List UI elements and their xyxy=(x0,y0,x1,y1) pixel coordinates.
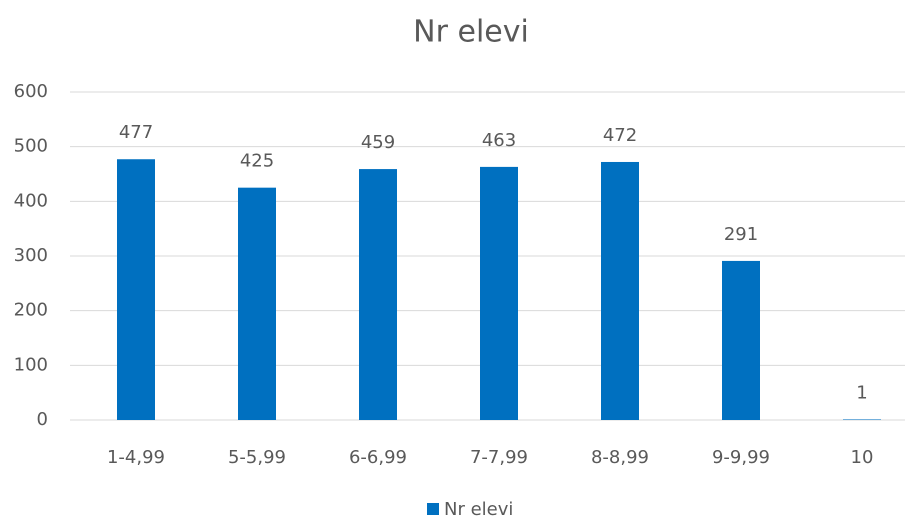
bar xyxy=(843,419,881,420)
x-tick-label: 8-8,99 xyxy=(591,447,649,468)
data-label: 463 xyxy=(482,130,516,151)
legend-swatch xyxy=(427,503,439,515)
bar xyxy=(359,169,397,420)
data-label: 291 xyxy=(724,224,758,245)
y-tick-label: 300 xyxy=(14,245,48,266)
data-label: 459 xyxy=(361,132,395,153)
data-label: 425 xyxy=(240,151,274,172)
bar xyxy=(238,187,276,420)
bar xyxy=(480,166,518,420)
y-tick-label: 200 xyxy=(14,300,48,321)
x-tick-label: 7-7,99 xyxy=(470,447,528,468)
bar xyxy=(722,260,760,420)
x-tick-label: 10 xyxy=(851,447,874,468)
bar xyxy=(117,159,155,421)
x-tick-label: 6-6,99 xyxy=(349,447,407,468)
legend-label: Nr elevi xyxy=(444,499,513,520)
data-label: 472 xyxy=(603,125,637,146)
y-tick-label: 0 xyxy=(37,409,48,430)
y-tick-label: 600 xyxy=(14,81,48,102)
x-tick-label: 1-4,99 xyxy=(107,447,165,468)
y-tick-label: 400 xyxy=(14,190,48,211)
data-label: 1 xyxy=(856,382,867,403)
chart-title: Nr elevi xyxy=(413,15,529,50)
bar xyxy=(601,161,639,420)
y-tick-label: 500 xyxy=(14,136,48,157)
data-label: 477 xyxy=(119,122,153,143)
y-tick-label: 100 xyxy=(14,354,48,375)
x-tick-label: 5-5,99 xyxy=(228,447,286,468)
x-tick-label: 9-9,99 xyxy=(712,447,770,468)
